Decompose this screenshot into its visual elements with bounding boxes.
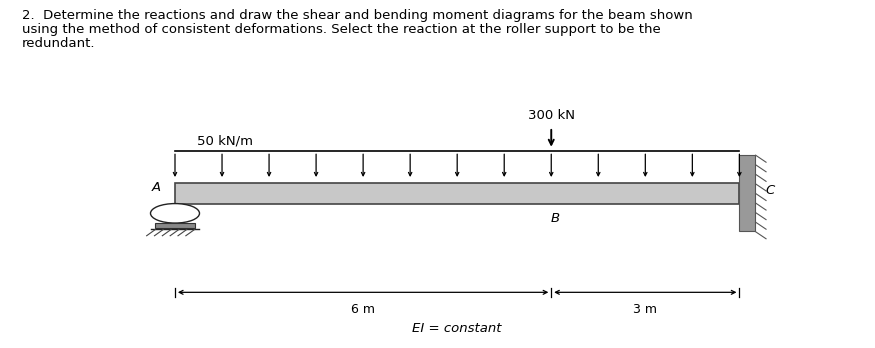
- Text: 3 m: 3 m: [634, 303, 657, 316]
- Text: 2.  Determine the reactions and draw the shear and bending moment diagrams for t: 2. Determine the reactions and draw the …: [22, 9, 693, 22]
- Text: 50 kN/m: 50 kN/m: [197, 134, 253, 147]
- Text: 300 kN: 300 kN: [528, 109, 575, 122]
- Text: using the method of consistent deformations. Select the reaction at the roller s: using the method of consistent deformati…: [22, 23, 661, 35]
- Bar: [156, 223, 194, 228]
- Bar: [739, 155, 755, 231]
- Circle shape: [150, 204, 200, 223]
- Text: 6 m: 6 m: [351, 303, 375, 316]
- Text: redundant.: redundant.: [22, 37, 95, 49]
- Text: B: B: [551, 212, 560, 225]
- Text: EI = constant: EI = constant: [412, 322, 502, 335]
- Text: C: C: [766, 184, 775, 197]
- Bar: [175, 183, 739, 204]
- Text: A: A: [152, 181, 161, 195]
